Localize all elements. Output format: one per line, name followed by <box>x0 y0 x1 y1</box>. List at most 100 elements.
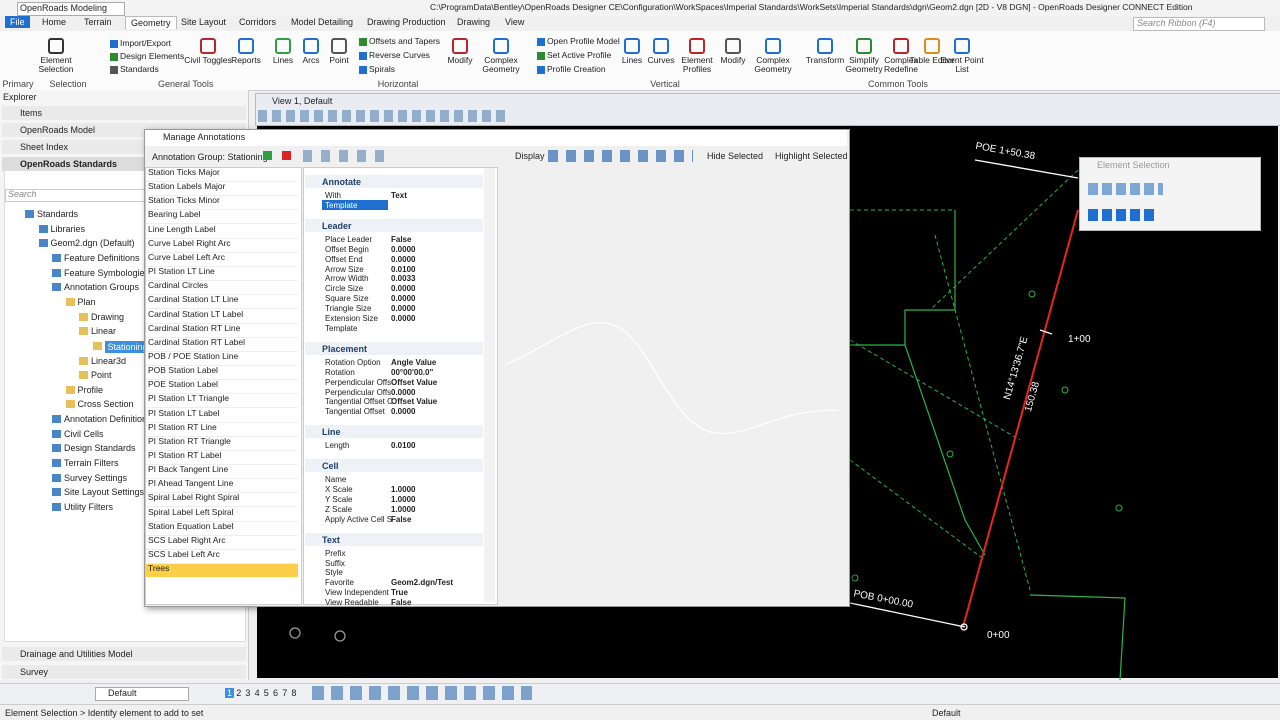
list-item[interactable]: SCS Label Left Arc <box>146 549 298 565</box>
tree-item[interactable]: Civil Cells <box>64 428 104 439</box>
list-item[interactable]: PI Station LT Triangle <box>146 394 298 409</box>
ribbon-tab[interactable]: Drawing Production <box>367 17 446 27</box>
list-item[interactable]: Cardinal Station RT Label <box>146 337 298 352</box>
hide-selected-toggle[interactable]: Hide Selected <box>707 151 764 161</box>
tree-item[interactable]: Design Standards <box>64 443 136 454</box>
list-item[interactable]: Cardinal Circles <box>146 280 298 296</box>
section-title[interactable]: Sheet Index <box>20 142 69 152</box>
ribbon-button[interactable]: Element Selection <box>38 55 74 74</box>
ribbon-tab[interactable]: Home <box>42 17 67 27</box>
section-header[interactable] <box>2 647 246 661</box>
list-item[interactable]: Line Length Label <box>146 224 298 239</box>
view-button[interactable]: 1 <box>225 688 235 699</box>
view-button[interactable]: 8 <box>291 688 297 698</box>
section-title[interactable]: OpenRoads Model <box>20 125 96 135</box>
list-item[interactable]: POB / POE Station Line <box>146 351 298 366</box>
ribbon-tab[interactable]: Model Detailing <box>291 17 354 27</box>
tree-item[interactable]: Profile <box>77 384 104 395</box>
ribbon-button[interactable]: Element Profiles <box>681 55 713 74</box>
section-header[interactable] <box>2 106 246 120</box>
list-item[interactable]: Trees <box>146 563 298 578</box>
tree-item[interactable]: Point <box>91 370 112 381</box>
tree-item[interactable]: Plan <box>77 296 96 307</box>
view-button[interactable]: 2 <box>236 688 242 698</box>
view-button[interactable]: 6 <box>273 688 279 698</box>
add-button[interactable] <box>263 151 272 160</box>
list-item[interactable]: PI Station RT Triangle <box>146 436 298 451</box>
ribbon-button[interactable]: Design Elements <box>120 51 185 61</box>
view-button[interactable]: 4 <box>254 688 260 698</box>
tree-item[interactable]: Terrain Filters <box>64 458 119 469</box>
ribbon-button[interactable]: Lines <box>621 55 643 65</box>
ribbon-button[interactable]: Complex Geometry <box>482 55 520 74</box>
ribbon-button[interactable]: Arcs <box>302 55 320 65</box>
ribbon-button[interactable]: Import/Export <box>120 38 172 48</box>
view-button[interactable]: 5 <box>263 688 269 698</box>
list-item[interactable]: Curve Label Left Arc <box>146 252 298 267</box>
ribbon-tab[interactable]: Geometry <box>125 16 177 30</box>
section-title[interactable]: OpenRoads Standards <box>20 159 118 169</box>
tree-item[interactable]: Stationing <box>104 340 151 354</box>
list-item[interactable]: Cardinal Station LT Label <box>146 309 298 324</box>
list-item[interactable]: Station Equation Label <box>146 521 298 536</box>
tree-item[interactable]: Cross Section <box>77 399 134 410</box>
tree-item[interactable]: Feature Definitions <box>64 252 140 263</box>
section-title[interactable]: Drainage and Utilities Model <box>20 649 133 659</box>
list-item[interactable]: PI Station LT Label <box>146 408 298 423</box>
list-item[interactable]: PI Ahead Tangent Line <box>146 478 298 494</box>
list-item[interactable]: POE Station Label <box>146 379 298 395</box>
list-item[interactable]: PI Station LT Line <box>146 266 298 282</box>
list-item[interactable]: PI Station RT Label <box>146 450 298 465</box>
list-item[interactable]: PI Back Tangent Line <box>146 464 298 480</box>
tree-item[interactable]: Linear <box>91 326 117 337</box>
ribbon-tab[interactable]: Drawing <box>457 17 491 27</box>
section-header[interactable] <box>2 665 246 679</box>
ribbon-button[interactable]: Set Active Profile <box>547 50 612 60</box>
ribbon-tab[interactable]: Corridors <box>239 17 277 27</box>
ribbon-button[interactable]: Civil Toggles <box>184 55 232 65</box>
list-item[interactable]: Bearing Label <box>146 210 298 225</box>
tree-item[interactable]: Feature Symbologies <box>64 267 150 278</box>
list-item[interactable]: Cardinal Station LT Line <box>146 294 298 310</box>
list-item[interactable]: Station Labels Major <box>146 181 298 197</box>
highlight-selected-toggle[interactable]: Highlight Selected <box>775 151 848 161</box>
list-item[interactable]: POB Station Label <box>146 365 298 381</box>
ribbon-button[interactable]: Complex Redefine <box>883 55 919 74</box>
tree-item[interactable]: Site Layout Settings <box>64 487 145 498</box>
ribbon-tab[interactable]: File <box>5 16 30 29</box>
tree-item[interactable]: Linear3d <box>91 355 127 366</box>
view-button[interactable]: 7 <box>282 688 288 698</box>
ribbon-button[interactable]: Standards <box>120 64 159 74</box>
section-title[interactable]: Items <box>20 108 43 118</box>
ribbon-button[interactable]: Point <box>329 55 349 65</box>
tree-item[interactable]: Survey Settings <box>64 472 128 483</box>
ribbon-button[interactable]: Table Editor <box>909 55 955 65</box>
ribbon-tab[interactable]: Terrain <box>84 17 112 27</box>
list-item[interactable]: Curve Label Right Arc <box>146 238 298 253</box>
ribbon-button[interactable]: Simplify Geometry <box>845 55 883 74</box>
ribbon-button[interactable]: Complex Geometry <box>754 55 792 74</box>
list-item[interactable]: Cardinal Station RT Line <box>146 323 298 338</box>
ribbon-tab[interactable]: View <box>505 17 525 27</box>
ribbon-button[interactable]: Event Point List <box>940 55 984 74</box>
ribbon-button[interactable]: Offsets and Tapers <box>369 36 441 46</box>
ribbon-button[interactable]: Lines <box>272 55 294 65</box>
ribbon-button[interactable]: Reverse Curves <box>369 50 430 60</box>
ribbon-button[interactable]: Open Profile Model <box>547 36 620 46</box>
tree-item[interactable]: Libraries <box>50 223 86 234</box>
list-item[interactable]: Spiral Label Left Spiral <box>146 507 298 522</box>
view-button[interactable]: 3 <box>245 688 251 698</box>
ribbon-button[interactable]: Reports <box>231 55 261 65</box>
delete-button[interactable] <box>282 151 291 160</box>
list-item[interactable]: SCS Label Right Arc <box>146 535 298 550</box>
ribbon-button[interactable]: Transform <box>805 55 845 65</box>
ribbon-button[interactable]: Modify <box>447 55 473 65</box>
level-dropdown[interactable] <box>95 687 189 701</box>
display-toggle[interactable]: Display <box>515 151 545 161</box>
list-item[interactable]: Station Ticks Major <box>146 167 298 182</box>
ribbon-tab[interactable]: Site Layout <box>181 17 227 27</box>
tree-item[interactable]: Annotation Definitions <box>64 414 152 425</box>
tree-item[interactable]: Annotation Groups <box>64 282 140 293</box>
section-title[interactable]: Survey <box>20 667 49 677</box>
tree-item[interactable]: Geom2.dgn (Default) <box>50 238 135 249</box>
